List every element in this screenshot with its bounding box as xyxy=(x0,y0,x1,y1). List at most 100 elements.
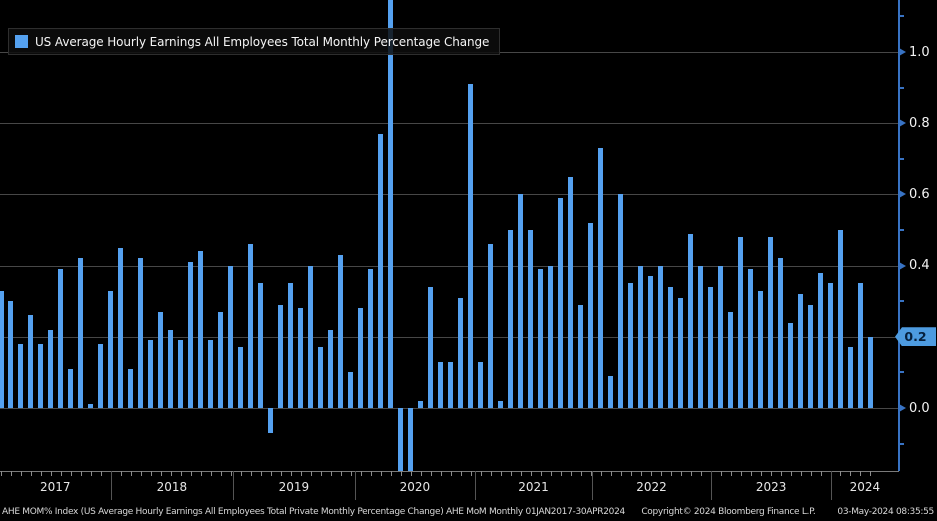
bar-2021-04 xyxy=(508,230,514,408)
bar-2017-01 xyxy=(0,290,4,408)
plot-area[interactable] xyxy=(0,0,899,471)
bar-2023-02 xyxy=(728,311,734,408)
y-minor-tick xyxy=(898,442,904,445)
month-tick xyxy=(250,471,252,476)
month-tick xyxy=(630,471,632,476)
footer-timestamp: 03-May-2024 08:35:55 xyxy=(837,507,934,517)
bar-2022-12 xyxy=(708,286,714,408)
bar-2021-11 xyxy=(578,304,584,408)
bar-2024-04 xyxy=(867,336,873,408)
month-tick xyxy=(160,471,162,476)
bar-2020-11 xyxy=(458,297,464,408)
bar-2020-02 xyxy=(368,269,374,408)
month-tick xyxy=(390,471,392,476)
bar-2017-10 xyxy=(88,404,94,408)
month-tick xyxy=(200,471,202,476)
month-tick xyxy=(690,471,692,476)
month-tick xyxy=(1,471,2,476)
month-tick xyxy=(580,471,582,476)
month-tick xyxy=(410,471,412,476)
y-minor-tick xyxy=(898,300,904,303)
bar-2022-05 xyxy=(638,265,644,408)
x-axis-line xyxy=(0,471,899,472)
bar-2021-07 xyxy=(538,269,544,408)
bar-2020-06 xyxy=(408,408,414,471)
month-tick xyxy=(280,471,282,476)
y-major-tick-0.6 xyxy=(899,190,906,199)
bar-2023-06 xyxy=(768,237,774,408)
month-tick xyxy=(470,471,472,476)
month-tick xyxy=(30,471,32,476)
bar-2021-01 xyxy=(478,361,484,408)
bar-2023-04 xyxy=(748,269,754,408)
bar-2023-10 xyxy=(808,304,813,408)
y-axis-label-1.0: 1.0 xyxy=(909,44,930,60)
last-value-tag: 0.2 xyxy=(895,327,936,347)
month-tick xyxy=(330,471,332,476)
bar-2017-05 xyxy=(38,343,44,408)
bar-2020-10 xyxy=(448,361,454,408)
month-tick xyxy=(10,471,12,476)
bar-2022-11 xyxy=(698,265,704,408)
month-tick xyxy=(620,471,622,476)
month-tick xyxy=(440,471,442,476)
bar-2019-07 xyxy=(298,308,304,408)
bar-2023-09 xyxy=(798,294,804,408)
bar-2023-07 xyxy=(778,258,784,408)
bar-2023-11 xyxy=(818,272,823,408)
y-major-tick-1.0 xyxy=(899,48,906,56)
bar-2017-03 xyxy=(18,343,24,408)
month-tick xyxy=(540,471,542,476)
month-tick xyxy=(300,471,302,476)
bar-2018-01 xyxy=(118,247,124,408)
gridline-0.8 xyxy=(0,123,899,125)
month-tick xyxy=(140,471,142,476)
y-minor-tick xyxy=(898,229,904,231)
month-tick xyxy=(870,471,872,476)
bar-2017-07 xyxy=(58,269,64,408)
gridline-0.0 xyxy=(0,408,899,409)
legend-item[interactable]: US Average Hourly Earnings All Employees… xyxy=(8,28,501,55)
month-tick xyxy=(260,471,262,476)
bar-2020-12 xyxy=(468,84,474,408)
year-separator xyxy=(711,471,713,500)
month-tick xyxy=(460,471,462,476)
bar-2020-09 xyxy=(438,361,444,408)
month-tick xyxy=(720,471,722,476)
bar-2021-09 xyxy=(558,197,564,408)
bar-2022-08 xyxy=(668,286,674,408)
bar-2019-06 xyxy=(288,283,294,408)
bar-2022-10 xyxy=(688,233,694,408)
month-tick xyxy=(700,471,702,476)
year-separator xyxy=(830,471,832,500)
bar-2020-05 xyxy=(398,408,404,471)
x-axis-label-2023: 2023 xyxy=(755,480,787,494)
x-axis-label-2022: 2022 xyxy=(636,480,667,494)
bar-2017-06 xyxy=(48,329,54,408)
month-tick xyxy=(710,471,712,476)
month-tick xyxy=(360,471,362,476)
y-axis-line xyxy=(898,0,900,471)
bar-2018-05 xyxy=(158,311,164,408)
month-tick xyxy=(550,471,552,476)
bar-2022-02 xyxy=(608,375,614,408)
month-tick xyxy=(760,471,762,476)
month-tick xyxy=(680,471,682,476)
x-axis-label-2020: 2020 xyxy=(399,480,431,494)
bar-2021-02 xyxy=(488,244,494,408)
month-tick xyxy=(130,471,132,476)
bar-2024-02 xyxy=(847,347,853,408)
y-major-tick-0.8 xyxy=(899,119,906,128)
month-tick xyxy=(370,471,372,476)
month-tick xyxy=(790,471,792,476)
month-tick xyxy=(60,471,62,476)
month-tick xyxy=(480,471,482,476)
month-tick xyxy=(170,471,172,476)
bar-2019-02 xyxy=(248,244,254,408)
month-tick xyxy=(50,471,52,476)
month-tick xyxy=(670,471,672,476)
month-tick xyxy=(230,471,232,476)
bar-2020-03 xyxy=(378,133,384,408)
bar-2019-11 xyxy=(338,254,344,408)
